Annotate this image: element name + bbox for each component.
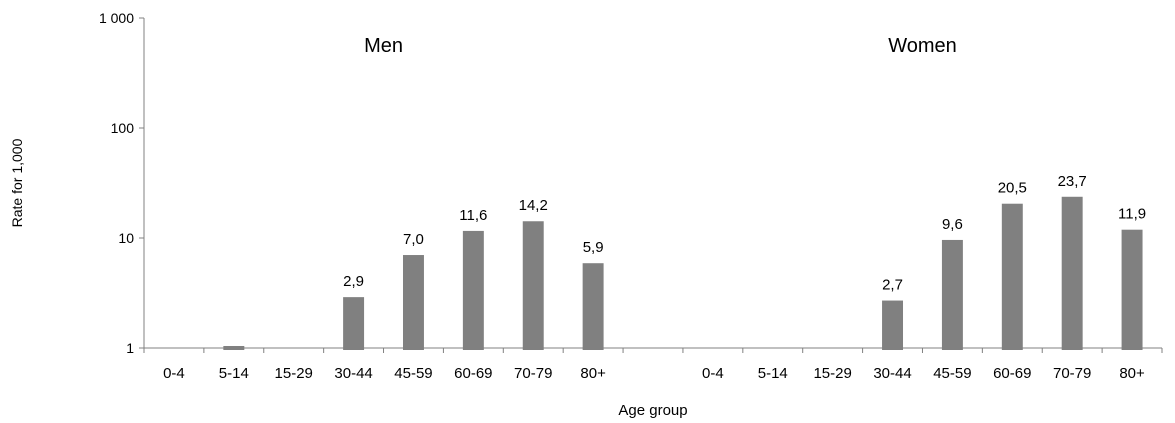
y-tick-label: 1 [126,340,134,356]
bar-value-label: 14,2 [519,197,548,214]
category-label: 70-79 [514,365,552,382]
x-axis-label: Age group [618,402,687,419]
category-label: 30-44 [873,365,911,382]
bar-value-label: 2,7 [882,277,903,294]
bar [941,239,963,350]
panel-title: Women [888,35,957,57]
bar-value-label: 5,9 [583,239,604,256]
category-label: 15-29 [813,365,851,382]
bars [223,196,1143,350]
bar-value-label: 11,9 [1118,206,1146,223]
bar [1121,229,1143,350]
bar [582,263,604,350]
category-label: 60-69 [993,365,1031,382]
y-axis-label: Rate for 1,000 [9,138,25,227]
category-label: 80+ [580,365,606,382]
category-label: 60-69 [454,365,492,382]
bar [402,255,424,350]
bar-value-label: 9,6 [942,216,963,233]
category-label: 0-4 [163,365,185,382]
y-tick-label: 10 [118,230,134,246]
bar [223,346,245,350]
bar-value-label: 7,0 [403,231,424,248]
bar [882,300,904,350]
bar [343,297,365,350]
panel-titles: Men Women [364,35,957,57]
category-label: 70-79 [1053,365,1091,382]
category-label: 15-29 [275,365,313,382]
y-ticks: 1 10 100 1 000 [99,10,144,356]
bar [1061,196,1083,350]
y-tick-label: 100 [111,120,135,136]
axes [143,18,1162,349]
category-label: 0-4 [702,365,724,382]
category-label: 5-14 [219,365,249,382]
bar [462,230,484,350]
category-label: 5-14 [758,365,788,382]
category-label: 45-59 [394,365,432,382]
panel-title: Men [364,35,403,57]
category-labels: 0-4 5-14 15-29 30-44 45-59 60-69 70-79 80+ 0-4 5-… [163,365,1145,382]
bar-labels: 2,9 7,0 11,6 14,2 5,9 2,7 9,6 20,5 23,7 11,9 [343,173,1146,294]
x-ticks [143,348,1163,353]
bar-value-label: 23,7 [1058,173,1087,190]
bar-value-label: 11,6 [459,207,487,224]
bar-value-label: 20,5 [998,180,1027,197]
category-label: 45-59 [933,365,971,382]
bar [522,221,544,350]
bar-value-label: 2,9 [343,273,364,290]
bar [1001,203,1023,350]
category-label: 80+ [1119,365,1145,382]
category-label: 30-44 [334,365,372,382]
y-tick-label: 1 000 [99,10,134,26]
